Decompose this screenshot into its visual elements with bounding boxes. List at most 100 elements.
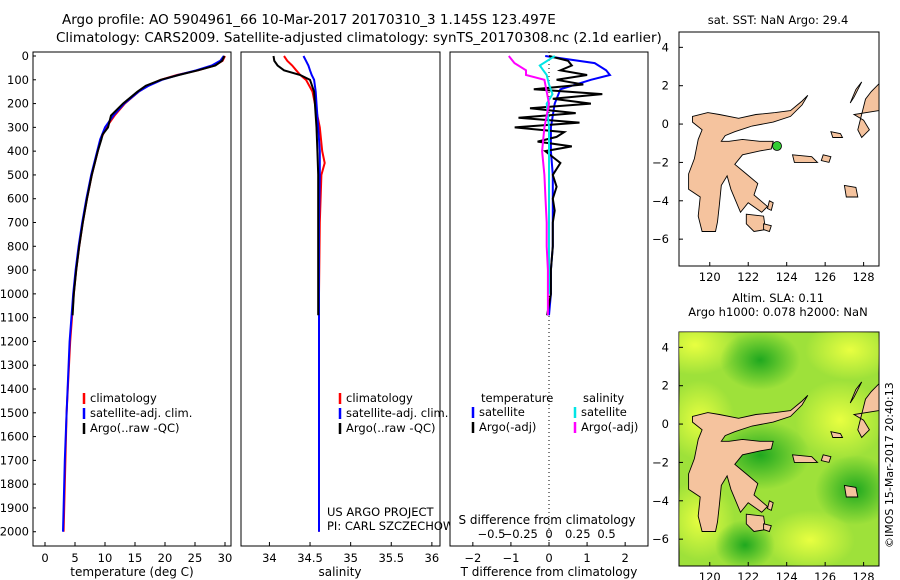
depth-tick-label: 1200: [0, 334, 29, 348]
map-x-tick-label: 126: [814, 270, 836, 284]
title-line-2: Climatology: CARS2009. Satellite-adjuste…: [56, 30, 662, 46]
map-x-tick-label: 120: [699, 270, 721, 284]
depth-tick-label: 1700: [0, 453, 29, 467]
land-polygon: [852, 83, 879, 139]
depth-tick-label: 1300: [0, 358, 29, 372]
map-x-tick-label: 124: [776, 570, 798, 580]
x-tick-label: 25: [188, 551, 203, 565]
difference-x-axis: −2 −1 0 1 2 −0.5−0.25 0 0.25 0.5: [464, 527, 628, 565]
x-tick-label: 34.5: [297, 551, 323, 565]
land-polygon: [830, 131, 844, 138]
series-line: [538, 55, 556, 294]
land-polygon: [766, 200, 774, 212]
difference-legend: temperature salinitysatelliteArgo(-adj)sa…: [471, 391, 638, 434]
depth-tick-label: 600: [7, 192, 29, 206]
legend-label: Argo(-adj): [581, 420, 638, 434]
map-y-tick-label: −6: [652, 532, 669, 546]
legend-label: Argo(..raw -QC): [90, 421, 180, 435]
map-y-tick-label: 0: [662, 417, 669, 431]
sst-map-axes: 120 122 124 126 128 4 2 0 −2 −4 −6: [652, 40, 875, 284]
legend-label: climatology: [346, 391, 413, 405]
series-line: [508, 55, 551, 316]
sst-map-title: sat. SST: NaN Argo: 29.4: [708, 13, 849, 27]
land-polygon: [688, 394, 809, 532]
salinity-panel: 34 34.5 35 35.5 36 salinity climatologysatel…: [240, 51, 473, 579]
temperature-plot-frame: [32, 51, 232, 547]
x-tick-label: −1: [502, 551, 519, 565]
map-y-tick-label: 2: [662, 79, 669, 93]
depth-tick-label: 700: [7, 216, 29, 230]
map-x-tick-label: 122: [737, 570, 759, 580]
x-tick-label: −2: [464, 551, 481, 565]
t-difference-xlabel: T difference from climatology: [460, 565, 638, 579]
temperature-xlabel: temperature (deg C): [70, 565, 193, 579]
difference-series: [508, 55, 612, 316]
sla-map-panel: Altim. SLA: 0.11 Argo h1000: 0.078 h2000…: [652, 291, 880, 580]
depth-tick-label: 900: [7, 263, 29, 277]
s-difference-xlabel: S difference from climatology: [459, 513, 636, 527]
depth-tick-label: 2000: [0, 525, 29, 539]
x-tick-label: 15: [128, 551, 143, 565]
salinity-xlabel: salinity: [318, 565, 361, 579]
depth-tick-label: 400: [7, 144, 29, 158]
sst-map-land: [688, 81, 879, 233]
sla-map-axes: 120 122 124 126 128 4 2 0 −2 −4 −6: [652, 340, 875, 580]
x-tick-label: 35.5: [378, 551, 404, 565]
land-polygon: [849, 381, 863, 404]
x-tick-label: 35: [343, 551, 358, 565]
pi-annotation: PI: CARL SZCZECHOWSKI: [327, 519, 473, 533]
depth-tick-label: 1800: [0, 477, 29, 491]
title-line-1: Argo profile: AO 5904961_66 10-Mar-2017 …: [62, 12, 556, 28]
land-polygon: [843, 184, 859, 198]
map-y-tick-label: 0: [662, 117, 669, 131]
legend-label: climatology: [90, 391, 157, 405]
series-line: [71, 55, 226, 316]
depth-tick-label: 800: [7, 239, 29, 253]
map-x-tick-label: 128: [853, 270, 875, 284]
legend-label: satellite: [581, 405, 627, 419]
depth-tick-label: 200: [7, 97, 29, 111]
land-polygon: [849, 81, 863, 104]
land-polygon: [820, 454, 832, 463]
legend-label: satellite-adj. clim.: [346, 406, 448, 420]
x-tick-label: 2: [621, 551, 628, 565]
temperature-x-axis: 0 5 10 15 20 25 30: [41, 542, 232, 565]
s-diff-tick-label: 0.5: [597, 527, 615, 541]
depth-tick-label: 1600: [0, 430, 29, 444]
legend-title-temperature: temperature: [481, 391, 553, 405]
land-polygon: [766, 500, 774, 512]
x-tick-label: 1: [583, 551, 590, 565]
salinity-x-axis: 34 34.5 35 35.5 36: [262, 542, 439, 565]
x-tick-label: 36: [425, 551, 440, 565]
depth-tick-label: 1900: [0, 501, 29, 515]
legend-label: Argo(-adj): [479, 420, 536, 434]
land-polygon: [688, 94, 809, 232]
legend-label: satellite: [479, 405, 525, 419]
land-polygon: [830, 431, 844, 438]
depth-tick-label: 1100: [0, 311, 29, 325]
depth-tick-label: 500: [7, 168, 29, 182]
depth-tick-label: 1400: [0, 382, 29, 396]
series-line: [514, 55, 603, 316]
legend-label: Argo(..raw -QC): [346, 421, 436, 435]
land-polygon: [745, 513, 767, 532]
temperature-series: [62, 55, 226, 532]
argo-position-marker: [772, 141, 782, 151]
map-y-tick-label: −6: [652, 232, 669, 246]
salinity-plot-frame: [240, 51, 441, 547]
map-y-tick-label: 4: [662, 340, 669, 354]
s-diff-tick-label: 0.25: [565, 527, 591, 541]
land-polygon: [843, 484, 859, 498]
depth-axis: 0 100 200 300 400 500 600 700 800 900 1000 1100 1200…: [0, 49, 36, 539]
s-diff-tick-label: −0.5: [478, 527, 506, 541]
land-polygon: [791, 454, 819, 463]
map-x-tick-label: 126: [814, 570, 836, 580]
legend-title-salinity: salinity: [583, 391, 624, 405]
s-diff-tick-label: −0.25: [503, 527, 538, 541]
imos-credit: ©IMOS 15-Mar-2017 20:40:13: [883, 382, 896, 548]
x-tick-label: 0: [545, 551, 552, 565]
x-tick-label: 10: [98, 551, 113, 565]
sla-map-title-1: Altim. SLA: 0.11: [732, 291, 824, 305]
map-x-tick-label: 124: [776, 270, 798, 284]
